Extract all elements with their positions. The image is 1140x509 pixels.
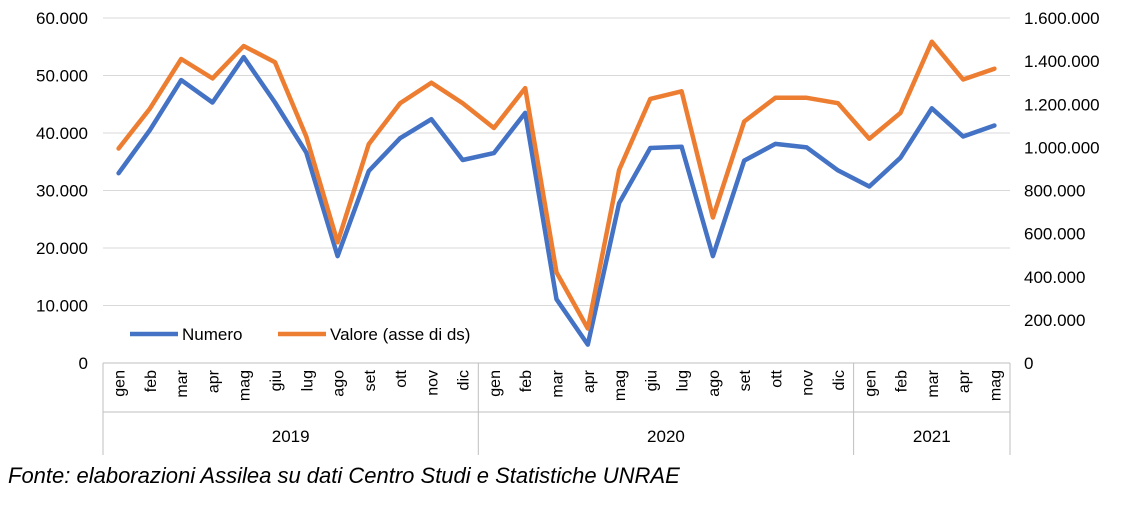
month-tick-label: gen — [862, 370, 879, 397]
month-tick-label: gen — [112, 370, 129, 397]
month-tick-label: mar — [174, 369, 191, 397]
y-right-tick-label: 800.000 — [1024, 182, 1085, 201]
month-tick-label: dic — [831, 370, 848, 390]
y-left-tick-label: 20.000 — [36, 239, 88, 258]
y-right-tick-label: 1.600.000 — [1024, 9, 1100, 28]
line-chart: 0 10.000 20.000 30.000 40.000 50.000 60.000 0 20… — [36, 9, 1100, 455]
y-right-tick-label: 1.200.000 — [1024, 95, 1100, 114]
month-tick-label: mar — [925, 369, 942, 397]
year-label: 2020 — [647, 427, 685, 446]
y-left-tick-label: 60.000 — [36, 9, 88, 28]
y-left-tick-label: 0 — [79, 354, 88, 373]
y-right-tick-label: 0 — [1024, 354, 1033, 373]
month-tick-label: ago — [331, 370, 348, 397]
month-tick-label: apr — [956, 369, 973, 393]
month-tick-label: feb — [518, 370, 535, 392]
y-left-tick-label: 40.000 — [36, 124, 88, 143]
month-tick-label: gen — [487, 370, 504, 397]
month-tick-label: feb — [894, 370, 911, 392]
legend-label: Valore (asse di ds) — [330, 325, 470, 344]
y-right-tick-label: 600.000 — [1024, 225, 1085, 244]
month-tick-label: mag — [987, 370, 1004, 401]
month-tick-label: set — [737, 369, 754, 391]
month-tick-label: nov — [800, 370, 817, 396]
y-right-tick-label: 1.400.000 — [1024, 52, 1100, 71]
month-tick-label: lug — [299, 370, 316, 391]
month-tick-label: apr — [581, 369, 598, 393]
month-tick-label: apr — [205, 369, 222, 393]
month-tick-label: giu — [268, 370, 285, 391]
month-tick-label: dic — [456, 370, 473, 390]
month-tick-label: giu — [643, 370, 660, 391]
chart-area: 0 10.000 20.000 30.000 40.000 50.000 60.000 0 20… — [36, 9, 1100, 455]
y-left-tick-label: 50.000 — [36, 67, 88, 86]
y-right-tick-label: 400.000 — [1024, 268, 1085, 287]
y-left-tick-label: 30.000 — [36, 182, 88, 201]
series-line-valore — [116, 39, 997, 331]
legend-label: Numero — [182, 325, 242, 344]
y-right-tick-label: 200.000 — [1024, 311, 1085, 330]
month-tick-label: feb — [143, 370, 160, 392]
series-line-numero — [116, 54, 997, 347]
y-left-tick-label: 10.000 — [36, 297, 88, 316]
month-tick-label: nov — [424, 370, 441, 396]
month-tick-label: mag — [612, 370, 629, 401]
month-tick-label: ago — [706, 370, 723, 397]
year-label: 2021 — [913, 427, 951, 446]
month-tick-label: ott — [768, 369, 785, 387]
year-label: 2019 — [272, 427, 310, 446]
month-tick-label: ott — [393, 369, 410, 387]
y-right-tick-label: 1.000.000 — [1024, 138, 1100, 157]
source-note: Fonte: elaborazioni Assilea su dati Cent… — [8, 463, 680, 488]
month-tick-label: mar — [550, 369, 567, 397]
month-tick-label: mag — [237, 370, 254, 401]
month-tick-label: lug — [675, 370, 692, 391]
month-tick-label: set — [362, 369, 379, 391]
